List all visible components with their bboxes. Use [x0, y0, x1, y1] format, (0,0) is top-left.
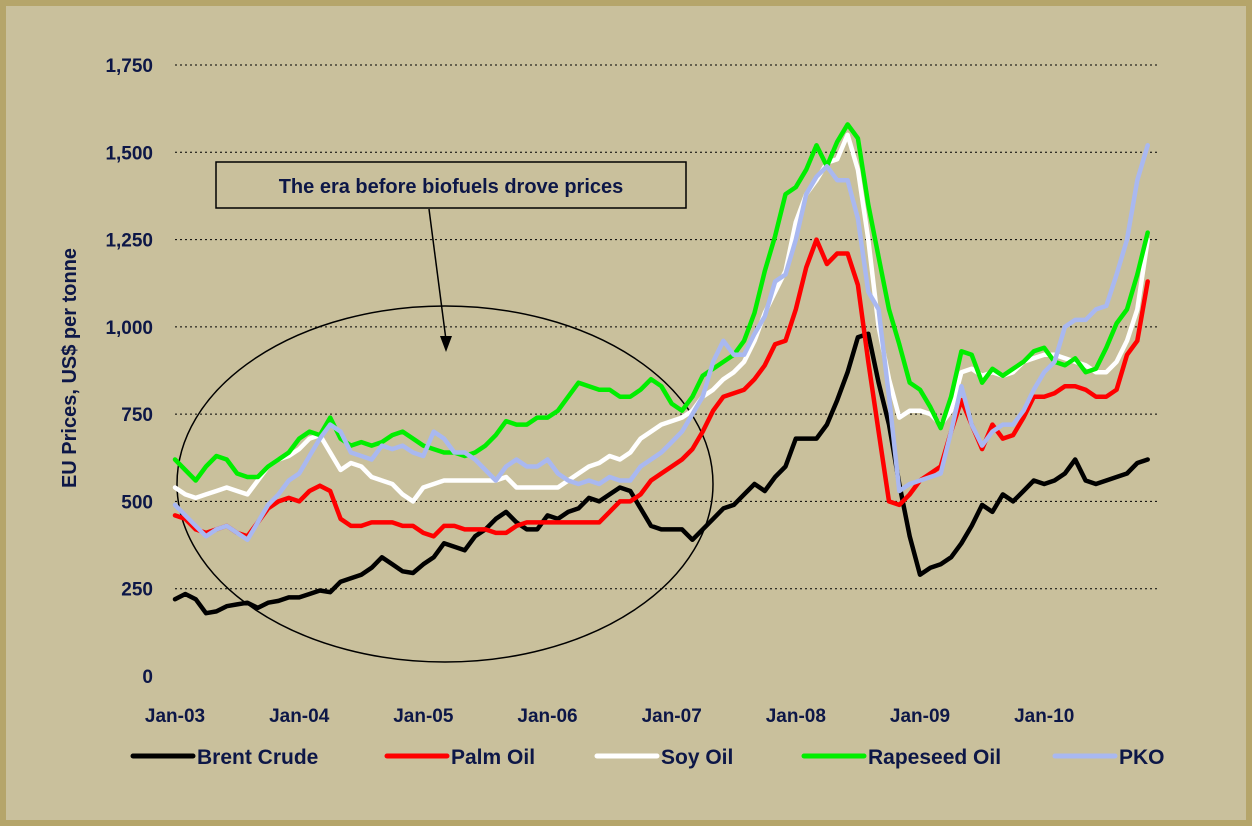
y-tick-label: 250	[121, 580, 153, 601]
y-tick-label: 500	[121, 492, 153, 513]
x-tick-label: Jan-05	[393, 706, 454, 727]
y-tick-label: 1,000	[105, 318, 153, 339]
x-axis-ticks: Jan-03 Jan-04 Jan-05 Jan-06 Jan-07 Jan-08 Jan-…	[145, 706, 1074, 727]
series-lines	[172, 122, 1150, 616]
y-tick-label: 1,750	[105, 56, 153, 77]
legend-label-brent-crude: Brent Crude	[197, 746, 318, 769]
annotation-arrow-head	[440, 336, 452, 352]
annotation-arrow-line	[428, 208, 447, 341]
y-tick-label: 0	[142, 667, 153, 688]
series-line-brent-crude	[172, 331, 1150, 616]
x-tick-label: Jan-08	[766, 706, 826, 727]
y-tick-label: 750	[121, 405, 153, 426]
legend: Brent Crude Palm Oil Soy Oil Rapeseed Oil PK…	[130, 746, 1165, 769]
x-tick-label: Jan-09	[890, 706, 950, 727]
y-axis-title: EU Prices, US$ per tonne	[59, 248, 81, 488]
y-axis-ticks: 0 250 500 750 1,000 1,250 1,500 1,750	[105, 56, 153, 688]
legend-label-palm-oil: Palm Oil	[451, 746, 535, 769]
x-tick-label: Jan-04	[269, 706, 330, 727]
legend-label-soy-oil: Soy Oil	[661, 746, 733, 769]
x-tick-label: Jan-10	[1014, 706, 1074, 727]
y-tick-label: 1,250	[105, 231, 153, 252]
annotation-box	[215, 161, 687, 209]
grid-lines	[175, 64, 1158, 590]
y-tick-label: 1,500	[105, 143, 153, 164]
annotation-text: The era before biofuels drove prices	[279, 176, 624, 198]
series-line-pko	[172, 143, 1150, 543]
x-tick-label: Jan-06	[517, 706, 577, 727]
legend-label-pko: PKO	[1119, 746, 1165, 769]
annotation: The era before biofuels drove prices	[176, 161, 714, 663]
x-tick-label: Jan-03	[145, 706, 205, 727]
legend-label-rapeseed-oil: Rapeseed Oil	[868, 746, 1001, 769]
era-ellipse	[176, 305, 714, 663]
x-tick-label: Jan-07	[642, 706, 702, 727]
